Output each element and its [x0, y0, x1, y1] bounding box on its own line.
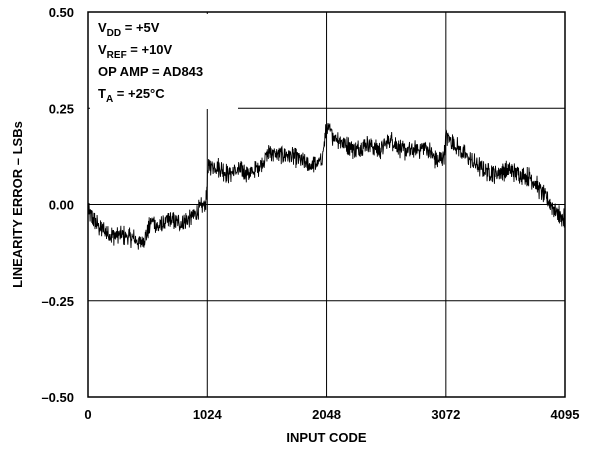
x-tick-label: 1024 [193, 407, 223, 422]
y-tick-labels: 0.50 0.25 0.00 –0.25 –0.50 [41, 5, 74, 405]
x-tick-label: 3072 [431, 407, 460, 422]
y-tick-label: 0.50 [49, 5, 74, 20]
annotation-line: VDD = +5V [98, 20, 160, 39]
series-layer [87, 122, 566, 250]
annotation-line: TA = +25°C [98, 86, 165, 105]
annotation-block: VDD = +5V VREF = +10V OP AMP = AD843 TA = +… [98, 20, 203, 105]
annotation-line: VREF = +10V [98, 42, 173, 61]
annotation-line: OP AMP = AD843 [98, 64, 203, 79]
x-tick-label: 0 [84, 407, 91, 422]
plot-frame [87, 11, 566, 398]
y-tick-label: –0.25 [41, 294, 74, 309]
x-axis-title: INPUT CODE [286, 430, 367, 445]
x-tick-label: 4095 [551, 407, 580, 422]
x-tick-label: 2048 [312, 407, 341, 422]
y-tick-label: 0.25 [49, 101, 74, 116]
series-line [87, 122, 566, 250]
y-tick-label: –0.50 [41, 390, 74, 405]
y-tick-label: 0.00 [49, 198, 74, 213]
y-axis-title: LINEARITY ERROR – LSBs [10, 121, 25, 288]
annotation-box-mask [90, 14, 238, 109]
x-tick-labels: 0 1024 2048 3072 4095 [84, 407, 579, 422]
